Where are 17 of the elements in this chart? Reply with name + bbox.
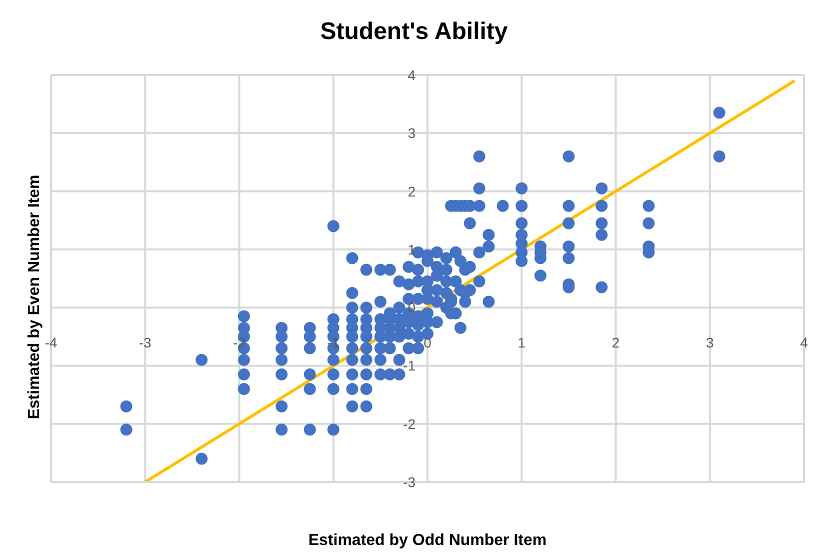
y-tick-label: 2: [408, 183, 416, 200]
x-tick-label: -3: [138, 334, 152, 351]
y-tick-label: 4: [408, 67, 416, 83]
y-tick-label: -3: [403, 474, 416, 490]
y-tick-label: -1: [403, 358, 416, 374]
y-tick-label: 1: [408, 241, 416, 258]
x-tick-label: 4: [800, 334, 808, 351]
x-axis-title: Estimated by Odd Number Item: [307, 532, 548, 550]
x-tick-label: 2: [612, 334, 620, 351]
y-tick-label: 3: [408, 125, 416, 142]
chart-title: Student's Ability: [319, 18, 509, 46]
x-tick-label: -4: [44, 334, 58, 351]
x-tick-label: 3: [706, 334, 714, 351]
y-tick-label: -2: [403, 416, 416, 432]
x-tick-label: 0: [424, 334, 432, 351]
x-tick-label: 1: [518, 334, 526, 351]
y-axis-title: Estimated by Even Number Item: [26, 174, 44, 422]
